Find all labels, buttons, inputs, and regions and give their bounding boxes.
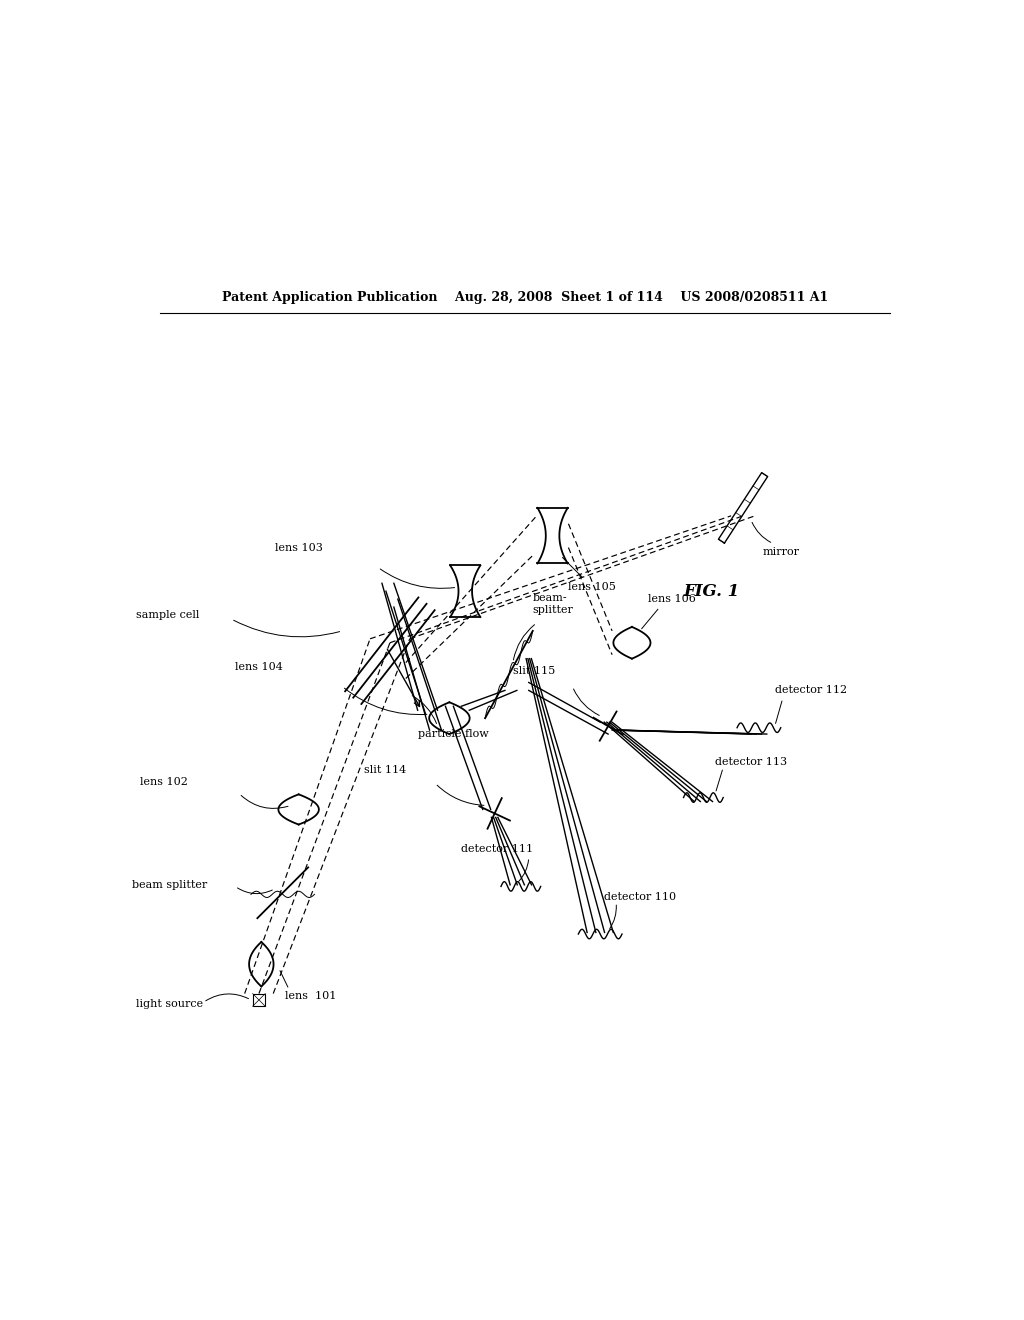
Text: lens 104: lens 104 <box>236 661 283 672</box>
Text: light source: light source <box>136 999 203 1008</box>
Text: lens 103: lens 103 <box>274 543 323 553</box>
Text: slit 115: slit 115 <box>513 665 555 676</box>
Text: lens 105: lens 105 <box>568 582 616 593</box>
Text: detector 112: detector 112 <box>775 685 847 696</box>
Text: mirror: mirror <box>763 546 800 557</box>
Text: detector 113: detector 113 <box>715 756 787 767</box>
Text: particle flow: particle flow <box>418 729 488 739</box>
Text: detector 110: detector 110 <box>604 892 676 902</box>
Text: FIG. 1: FIG. 1 <box>684 582 739 599</box>
Text: Patent Application Publication    Aug. 28, 2008  Sheet 1 of 114    US 2008/02085: Patent Application Publication Aug. 28, … <box>221 292 828 304</box>
Bar <box>253 994 265 1006</box>
Text: sample cell: sample cell <box>136 610 200 620</box>
Text: detector 111: detector 111 <box>461 843 534 854</box>
Text: lens  101: lens 101 <box>285 991 337 1001</box>
Text: lens 106: lens 106 <box>648 594 695 605</box>
Text: beam-
splitter: beam- splitter <box>532 594 573 615</box>
Text: slit 114: slit 114 <box>364 764 406 775</box>
Text: beam splitter: beam splitter <box>132 880 207 890</box>
Text: lens 102: lens 102 <box>140 776 187 787</box>
